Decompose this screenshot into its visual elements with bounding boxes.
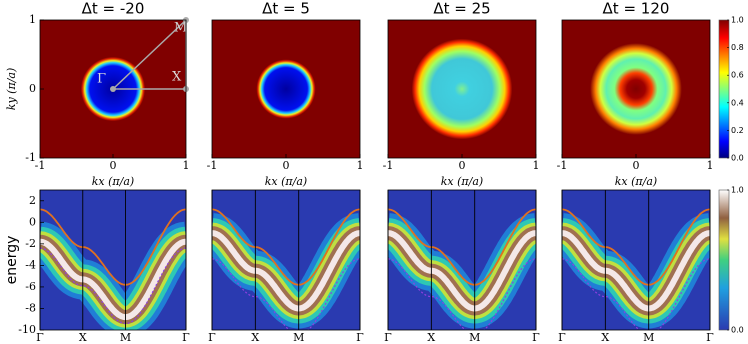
bare-band: [388, 208, 536, 286]
plot-area: [388, 190, 536, 330]
bare-band: [40, 208, 186, 286]
colorbar: [718, 19, 730, 159]
heatmap-spot: [411, 38, 513, 140]
colorbar-tick-label: 0.6: [731, 71, 744, 80]
x-tick-label: Γ: [384, 331, 392, 344]
x-tick-label: Γ: [356, 331, 364, 344]
x-tick-label: Γ: [706, 331, 714, 344]
panel-title: Δt = 5: [262, 0, 310, 18]
x-tick-label: 0: [283, 159, 290, 172]
bare-band-dotted: [40, 247, 186, 325]
x-tick-label: M: [293, 331, 304, 344]
x-axis-label: kx (π/a): [265, 175, 307, 188]
x-tick-label: Γ: [208, 331, 216, 344]
colorbar-tick-label: 0.0: [731, 326, 744, 335]
x-tick-label: M: [643, 331, 654, 344]
y-axis-label: energy: [4, 236, 20, 285]
y-tick-label: -2: [25, 237, 36, 250]
x-tick-label: -1: [383, 159, 394, 172]
bare-band-dotted: [562, 258, 710, 330]
x-tick-label: Γ: [36, 331, 44, 344]
x-tick-label: 1: [707, 159, 714, 172]
x-tick-label: X: [601, 331, 609, 344]
x-tick-label: Γ: [532, 331, 540, 344]
x-tick-label: 0: [633, 159, 640, 172]
x-tick-label: Γ: [558, 331, 566, 344]
spectral-band: [40, 238, 186, 321]
y-tick-label: -6: [25, 280, 36, 293]
colorbar: [718, 189, 730, 331]
x-tick-label: X: [251, 331, 259, 344]
y-tick-label: -8: [25, 301, 36, 314]
panel: Δt = 120 -1 0 1 kx (π/a) 0.0 0.2 0.4 0.6 0.8 1.0: [557, 0, 744, 188]
bare-band-dotted: [212, 258, 360, 330]
plot-area: [40, 190, 186, 330]
y-axis-label: ky (π/a): [5, 68, 18, 110]
colorbar-tick-label: 1.0: [731, 16, 744, 25]
x-tick-label: M: [120, 331, 131, 344]
plot-area: [562, 190, 710, 330]
x-tick-label: -1: [207, 159, 218, 172]
x-tick-label: X: [427, 331, 435, 344]
x-tick-label: -1: [557, 159, 568, 172]
bare-band-dotted: [388, 258, 536, 330]
x-axis-label: kx (π/a): [92, 175, 134, 188]
bare-band: [212, 208, 360, 286]
heatmap-spot: [590, 43, 682, 135]
y-tick-label: 1: [29, 13, 36, 26]
x-tick-label: Γ: [182, 331, 190, 344]
bare-band: [562, 208, 710, 286]
heatmap-spot: [256, 59, 316, 119]
x-tick-label: 1: [357, 159, 364, 172]
panel-title: Δt = -20: [82, 0, 145, 18]
x-tick-label: X: [79, 331, 87, 344]
plot-area: [212, 190, 360, 330]
plot-area: [388, 20, 536, 158]
colorbar-tick-label: 0.0: [731, 154, 744, 163]
spectral-band: [388, 230, 536, 312]
x-tick-label: M: [469, 331, 480, 344]
y-tick-label: 0: [29, 215, 36, 228]
panel-title: Δt = 25: [433, 0, 490, 18]
panel: Δt = 5 -1 0 1 kx (π/a): [207, 0, 364, 188]
x-axis-label: kx (π/a): [615, 175, 657, 188]
x-tick-label: 1: [183, 159, 190, 172]
panel: M Γ X Δt = -20 -1 0 1 -1 0 1 kx (π/a) ky (π/a): [5, 0, 190, 188]
x-tick-label: 0: [459, 159, 466, 172]
panel: Δt = 25 -1 0 1 kx (π/a): [383, 0, 540, 188]
panel: Γ X M Γ 0.0 1.0: [558, 186, 744, 344]
bz-point: [110, 86, 116, 92]
plot-area: [212, 20, 360, 158]
colorbar-tick-label: 0.8: [731, 43, 744, 52]
panel-title: Δt = 120: [603, 0, 670, 18]
x-tick-label: 0: [110, 159, 117, 172]
plot-area: [562, 20, 710, 158]
annotation: Γ: [97, 72, 106, 87]
y-tick-label: -1: [25, 151, 36, 164]
x-tick-label: -1: [35, 159, 46, 172]
colorbar-tick-label: 0.4: [731, 98, 744, 107]
x-axis-label: kx (π/a): [441, 175, 483, 188]
y-tick-label: -10: [18, 323, 36, 336]
colorbar-tick-label: 1.0: [731, 186, 744, 195]
spectral-band: [562, 230, 710, 312]
colorbar-tick-label: 0.2: [731, 126, 744, 135]
y-tick-label: 0: [29, 82, 36, 95]
spectral-band: [212, 230, 360, 312]
annotation: X: [172, 70, 182, 85]
y-tick-label: 2: [29, 194, 36, 207]
y-tick-label: -4: [25, 258, 36, 271]
annotation: M: [174, 21, 187, 36]
x-tick-label: 1: [533, 159, 540, 172]
